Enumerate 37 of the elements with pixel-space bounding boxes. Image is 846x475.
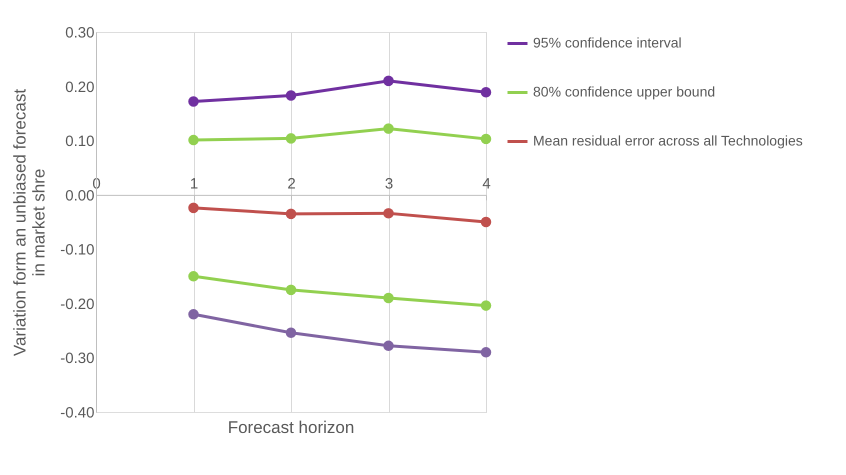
point [286,208,296,220]
point [383,123,394,134]
point [480,300,492,311]
point [383,76,394,86]
point [286,90,296,101]
y-tick-label: -0.30 [60,350,94,368]
point [188,271,199,282]
point [286,133,296,144]
y-tick-label: -0.40 [60,404,94,422]
legend-label: 80% confidence upper bound [533,84,716,100]
point [480,347,492,358]
y-tick-label: 0.20 [65,78,94,96]
y-tick-label: 0.30 [65,24,94,42]
point [286,284,296,296]
y-tick-label: 0.10 [65,133,94,150]
point [188,96,199,107]
legend-label: 95% confidence interval [533,34,682,50]
point [383,340,394,352]
x-tick-label: 3 [384,175,394,192]
y-tick-label: 0.00 [65,187,94,204]
point [480,87,492,98]
point [188,202,199,214]
y-axis-title: Variation form an unbiased forecast in market shre [10,88,48,356]
y-tick-label: -0.10 [60,242,94,259]
y-tick-label: -0.20 [60,296,94,313]
legend-label: Mean residual error across all Technologies [533,132,803,148]
point [480,134,492,144]
point [383,292,394,304]
x-tick-label: 2 [287,175,296,192]
x-tick-label: 1 [190,175,198,192]
point [188,134,199,146]
point [480,216,492,228]
x-axis-title: Forecast horizon [228,418,354,437]
point [286,328,296,338]
point [188,309,199,320]
x-tick-label: 4 [482,175,491,192]
point [383,208,394,219]
